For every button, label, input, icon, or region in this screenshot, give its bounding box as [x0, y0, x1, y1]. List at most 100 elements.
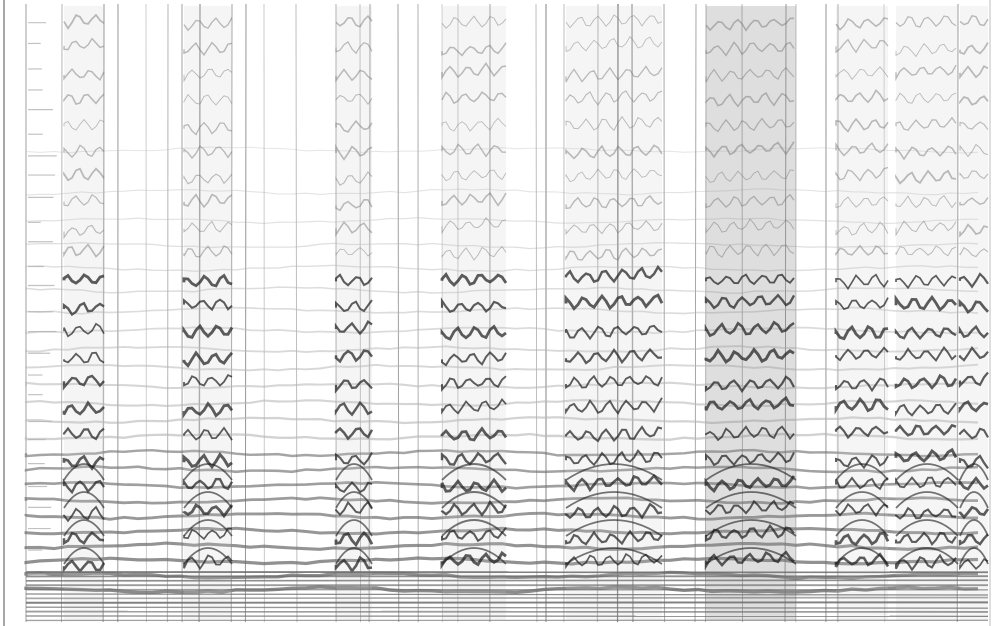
formant-stroke: [565, 397, 663, 416]
formant-stroke: [894, 531, 957, 547]
formant-stroke: [959, 14, 989, 27]
formant-stroke: [894, 373, 958, 390]
formant-stroke: [835, 476, 889, 491]
formant-stroke: [335, 93, 373, 106]
formant-stroke: [835, 297, 889, 311]
formant-arch: [705, 491, 797, 509]
formant-stroke: [335, 171, 373, 186]
formant-stroke: [334, 555, 373, 574]
formant-stroke: [835, 502, 889, 518]
formant-stroke: [183, 68, 233, 83]
formant-stroke: [704, 320, 795, 338]
formant-stroke: [335, 299, 373, 313]
low-frequency-floor: [25, 22, 989, 622]
formant-stroke: [895, 145, 957, 161]
formant-stroke: [335, 247, 373, 257]
formant-stroke: [334, 378, 373, 394]
formant-stroke: [835, 66, 889, 81]
formant-stroke: [705, 66, 795, 83]
formant-stroke: [441, 142, 507, 158]
formant-stroke: [183, 193, 233, 209]
formant-stroke: [63, 144, 105, 159]
formant-stroke: [564, 264, 663, 284]
formant-stroke: [565, 115, 663, 132]
formant-stroke: [182, 273, 233, 288]
formant-stroke: [440, 297, 507, 313]
formant-stroke: [705, 499, 795, 516]
formant-stroke: [704, 347, 795, 364]
formant-stroke: [335, 41, 373, 55]
formant-stroke: [895, 245, 957, 257]
divider-line: [956, 3, 959, 623]
harmonic-band: [24, 541, 979, 551]
formant-stroke: [63, 167, 105, 182]
formant-stroke: [959, 246, 989, 258]
formant-stroke: [959, 170, 989, 180]
formant-arch: [705, 519, 797, 537]
formant-stroke: [440, 527, 507, 543]
divider-line: [60, 3, 63, 623]
formant-stroke: [959, 121, 989, 131]
divider-line: [166, 3, 169, 623]
formant-stroke: [958, 505, 990, 520]
formant-stroke: [895, 345, 957, 362]
formant-arch: [959, 463, 989, 481]
segment-shade: [896, 6, 958, 620]
harmonic-band: [25, 306, 979, 315]
formant-stroke: [441, 398, 507, 415]
formant-stroke: [441, 62, 507, 81]
formant-stroke: [704, 550, 795, 571]
formant-stroke: [335, 199, 373, 212]
formant-arch: [835, 463, 889, 481]
formant-stroke: [835, 377, 889, 393]
formant-stroke: [183, 121, 233, 136]
harmonic-band: [25, 286, 979, 294]
formant-stroke: [335, 220, 373, 238]
floor-line: [25, 593, 989, 596]
formant-arch: [335, 463, 373, 481]
formant-stroke: [441, 91, 507, 105]
formant-stroke: [334, 320, 373, 336]
harmonic-band: [24, 416, 979, 425]
formant-stroke: [565, 144, 663, 160]
formant-arch: [63, 519, 105, 537]
formant-arch: [335, 519, 373, 537]
formant-stroke: [440, 500, 508, 517]
formant-stroke: [565, 35, 663, 52]
formant-arch: [63, 547, 105, 565]
formant-stroke: [895, 43, 957, 58]
formant-stroke: [835, 166, 889, 182]
formant-stroke: [895, 92, 957, 104]
formant-stroke: [564, 502, 663, 520]
formant-stroke: [705, 425, 795, 442]
segment-shade: [706, 6, 796, 620]
formant-stroke: [334, 349, 373, 364]
formant-stroke: [565, 90, 663, 106]
segment-shade: [442, 6, 506, 620]
formant-stroke: [704, 451, 795, 467]
formant-stroke: [440, 451, 507, 466]
formant-arch: [183, 491, 233, 509]
formant-arch: [183, 463, 233, 481]
formant-stroke: [564, 473, 663, 493]
formant-stroke: [63, 224, 105, 240]
formant-stroke: [958, 533, 989, 547]
formant-stroke: [894, 447, 958, 463]
harmonic-band: [25, 216, 979, 225]
formant-stroke: [958, 345, 989, 362]
formant-stroke: [835, 88, 889, 104]
formant-stroke: [959, 95, 989, 106]
formant-stroke: [183, 17, 233, 32]
formant-stroke: [959, 197, 989, 206]
formant-stroke: [959, 558, 989, 571]
harmonic-band: [24, 398, 979, 408]
formant-stroke: [182, 503, 234, 519]
formant-arch: [959, 491, 989, 509]
formant-stroke: [62, 273, 105, 285]
formant-stroke: [894, 294, 958, 312]
formant-arch: [441, 491, 507, 509]
formant-stroke: [62, 559, 106, 574]
formant-arch: [183, 547, 233, 565]
formant-arch: [959, 519, 989, 537]
